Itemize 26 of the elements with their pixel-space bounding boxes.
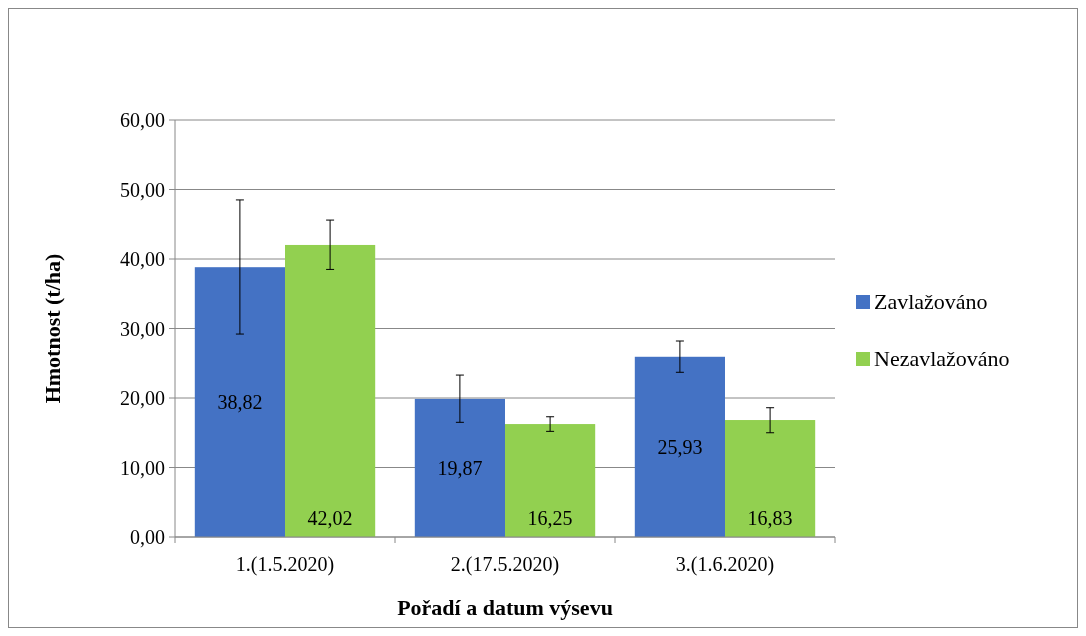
bar <box>194 267 285 537</box>
x-tick-label: 1.(1.5.2020) <box>235 553 335 576</box>
data-label: 16,83 <box>747 507 793 529</box>
legend-label: Nezavlažováno <box>874 346 1010 371</box>
legend-label: Zavlažováno <box>874 289 988 314</box>
y-tick-label: 60,00 <box>120 109 165 131</box>
data-label: 42,02 <box>307 507 353 529</box>
y-axis-title: Hmotnost (t/ha) <box>40 253 65 404</box>
bar <box>414 398 505 537</box>
x-tick-label: 3.(1.6.2020) <box>675 553 775 576</box>
bar <box>725 420 816 537</box>
y-tick-label: 0,00 <box>130 526 165 548</box>
data-label: 38,82 <box>217 391 263 414</box>
data-label: 16,25 <box>527 507 573 529</box>
x-tick-label: 2.(17.5.2020) <box>450 553 560 576</box>
y-tick-label: 10,00 <box>120 456 165 479</box>
y-tick-label: 40,00 <box>120 248 165 270</box>
x-axis-title: Pořadí a datum výsevu <box>397 595 613 620</box>
y-tick-label: 30,00 <box>120 317 165 340</box>
data-label: 19,87 <box>437 456 483 479</box>
bar <box>634 356 725 537</box>
bar <box>285 244 376 537</box>
bar <box>505 424 596 537</box>
y-tick-label: 20,00 <box>120 387 165 409</box>
data-label: 25,93 <box>657 435 703 458</box>
y-tick-label: 50,00 <box>120 178 165 201</box>
